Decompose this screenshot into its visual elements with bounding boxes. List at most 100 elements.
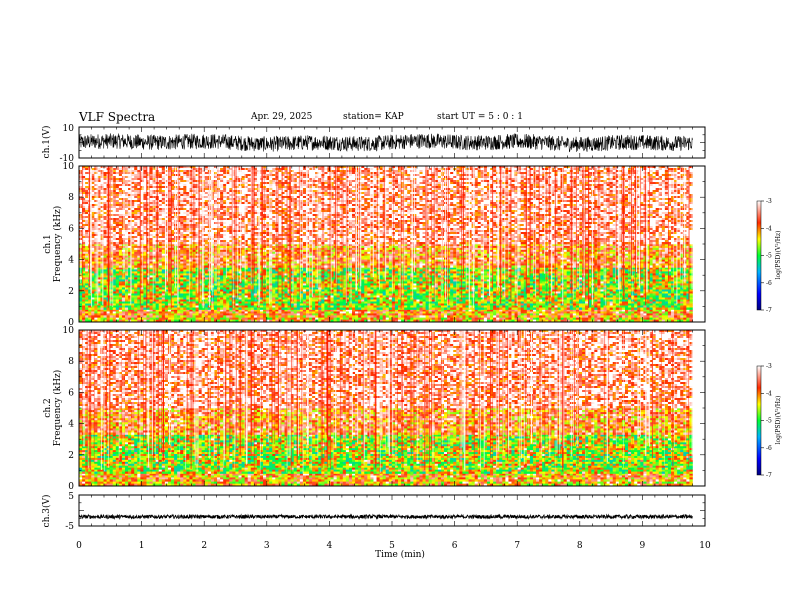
spectrogram-cell	[155, 279, 160, 282]
spectrogram-cell	[483, 313, 488, 316]
spectrogram-cell	[97, 273, 101, 276]
spectrogram-cell	[416, 275, 420, 278]
spectrogram-cell	[235, 317, 239, 320]
spectrogram-cell	[82, 277, 86, 280]
spectrogram-cell	[195, 273, 199, 276]
spectrogram-cell	[468, 295, 472, 298]
spectrogram-cell	[290, 307, 295, 310]
spectrogram-cell	[425, 297, 429, 300]
spectrogram-cell	[539, 287, 543, 290]
spectrogram-cell	[244, 267, 249, 270]
spectrogram-cell	[557, 291, 561, 294]
spectrogram-cell	[226, 299, 230, 302]
spectrogram-cell	[241, 299, 245, 302]
spectrogram-cell	[379, 271, 383, 274]
spectrogram-cell	[545, 289, 549, 292]
spectrogram-cell	[106, 311, 110, 314]
spectrogram-cell	[312, 299, 316, 302]
spectrogram-cell	[468, 309, 472, 312]
spectrogram-cell	[456, 315, 460, 318]
spectrogram-cell	[128, 301, 132, 304]
spectrogram-cell	[434, 273, 439, 276]
spectrogram-cell	[324, 319, 328, 322]
spectrogram-cell	[318, 307, 322, 310]
spectrogram-cell	[526, 283, 531, 286]
spectrogram-cell	[263, 295, 267, 298]
spectrogram-cell	[551, 295, 555, 298]
spectrogram-cell	[82, 283, 86, 286]
spectrogram-cell	[189, 307, 193, 310]
spectrogram-cell	[164, 271, 169, 274]
spectrogram-cell	[177, 313, 181, 316]
spectrogram-cell	[121, 301, 126, 304]
spectrogram-cell	[327, 309, 331, 312]
spectrogram-cell	[244, 315, 249, 318]
spectrogram-cell	[345, 303, 350, 306]
spectrogram-cell	[189, 309, 193, 312]
spectrogram-cell	[413, 285, 417, 288]
spectrogram-cell	[370, 287, 374, 290]
spectrogram-cell	[539, 307, 543, 310]
spectrogram-cell	[103, 293, 107, 296]
spectrogram-cell	[330, 285, 334, 288]
spectrogram-cell	[339, 309, 344, 312]
spectrogram-cell	[594, 283, 598, 286]
spectrogram-cell	[204, 315, 209, 318]
spectrogram-cell	[572, 283, 577, 286]
spectrogram-cell	[462, 295, 466, 298]
spectrogram-cell	[192, 305, 196, 308]
spectrogram-cell	[649, 313, 653, 316]
spectrogram-cell	[585, 295, 589, 298]
spectrogram-cell	[210, 271, 215, 274]
spectrogram-cell	[379, 287, 383, 290]
spectrogram-cell	[401, 303, 405, 306]
spectrogram-cell	[100, 281, 104, 284]
spectrogram-cell	[112, 277, 117, 280]
spectrogram-cell	[146, 295, 150, 298]
spectrogram-cell	[97, 313, 101, 316]
spectrogram-cell	[440, 297, 445, 300]
spectrogram-cell	[434, 287, 439, 290]
spectrogram-cell	[523, 303, 528, 306]
spectrogram-cell	[640, 315, 644, 318]
spectrogram-cell	[238, 313, 242, 316]
spectrogram-cell	[483, 277, 488, 280]
spectrogram-cell	[201, 315, 206, 318]
spectrogram-cell	[511, 285, 515, 288]
spectrogram-cell	[575, 277, 580, 280]
spectrogram-cell	[456, 305, 460, 308]
spectrogram-cell	[557, 297, 561, 300]
spectrogram-cell	[321, 299, 325, 302]
spectrogram-cell	[419, 317, 423, 320]
spectrogram-cell	[324, 279, 328, 282]
spectrogram-cell	[453, 309, 457, 312]
spectrogram-cell	[388, 315, 393, 318]
spectrogram-cell	[103, 283, 107, 286]
spectrogram-cell	[97, 309, 101, 312]
spectrogram-cell	[158, 309, 163, 312]
spectrogram-cell	[572, 287, 577, 290]
spectrogram-cell	[401, 307, 405, 310]
spectrogram-cell	[195, 305, 199, 308]
spectrogram-cell	[413, 311, 417, 314]
spectrogram-cell	[486, 279, 491, 282]
spectrogram-cell	[134, 285, 138, 288]
spectrogram-cell	[330, 311, 334, 314]
spectrogram-cell	[422, 285, 426, 288]
spectrogram-cell	[428, 277, 433, 280]
spectrogram-cell	[296, 283, 301, 286]
spectrogram-cell	[204, 289, 209, 292]
spectrogram-cell	[600, 303, 604, 306]
spectrogram-cell	[232, 267, 236, 270]
spectrogram-cell	[612, 283, 617, 286]
spectrogram-cell	[112, 311, 117, 314]
spectrogram-cell	[195, 291, 199, 294]
spectrogram-cell	[118, 305, 123, 308]
spectrogram-cell	[97, 291, 101, 294]
spectrogram-cell	[164, 317, 169, 320]
spectrogram-cell	[508, 319, 512, 322]
spectrogram-cell	[588, 319, 592, 322]
spectrogram-cell	[275, 287, 279, 290]
spectrogram-cell	[367, 285, 371, 288]
spectrogram-cell	[352, 313, 356, 316]
